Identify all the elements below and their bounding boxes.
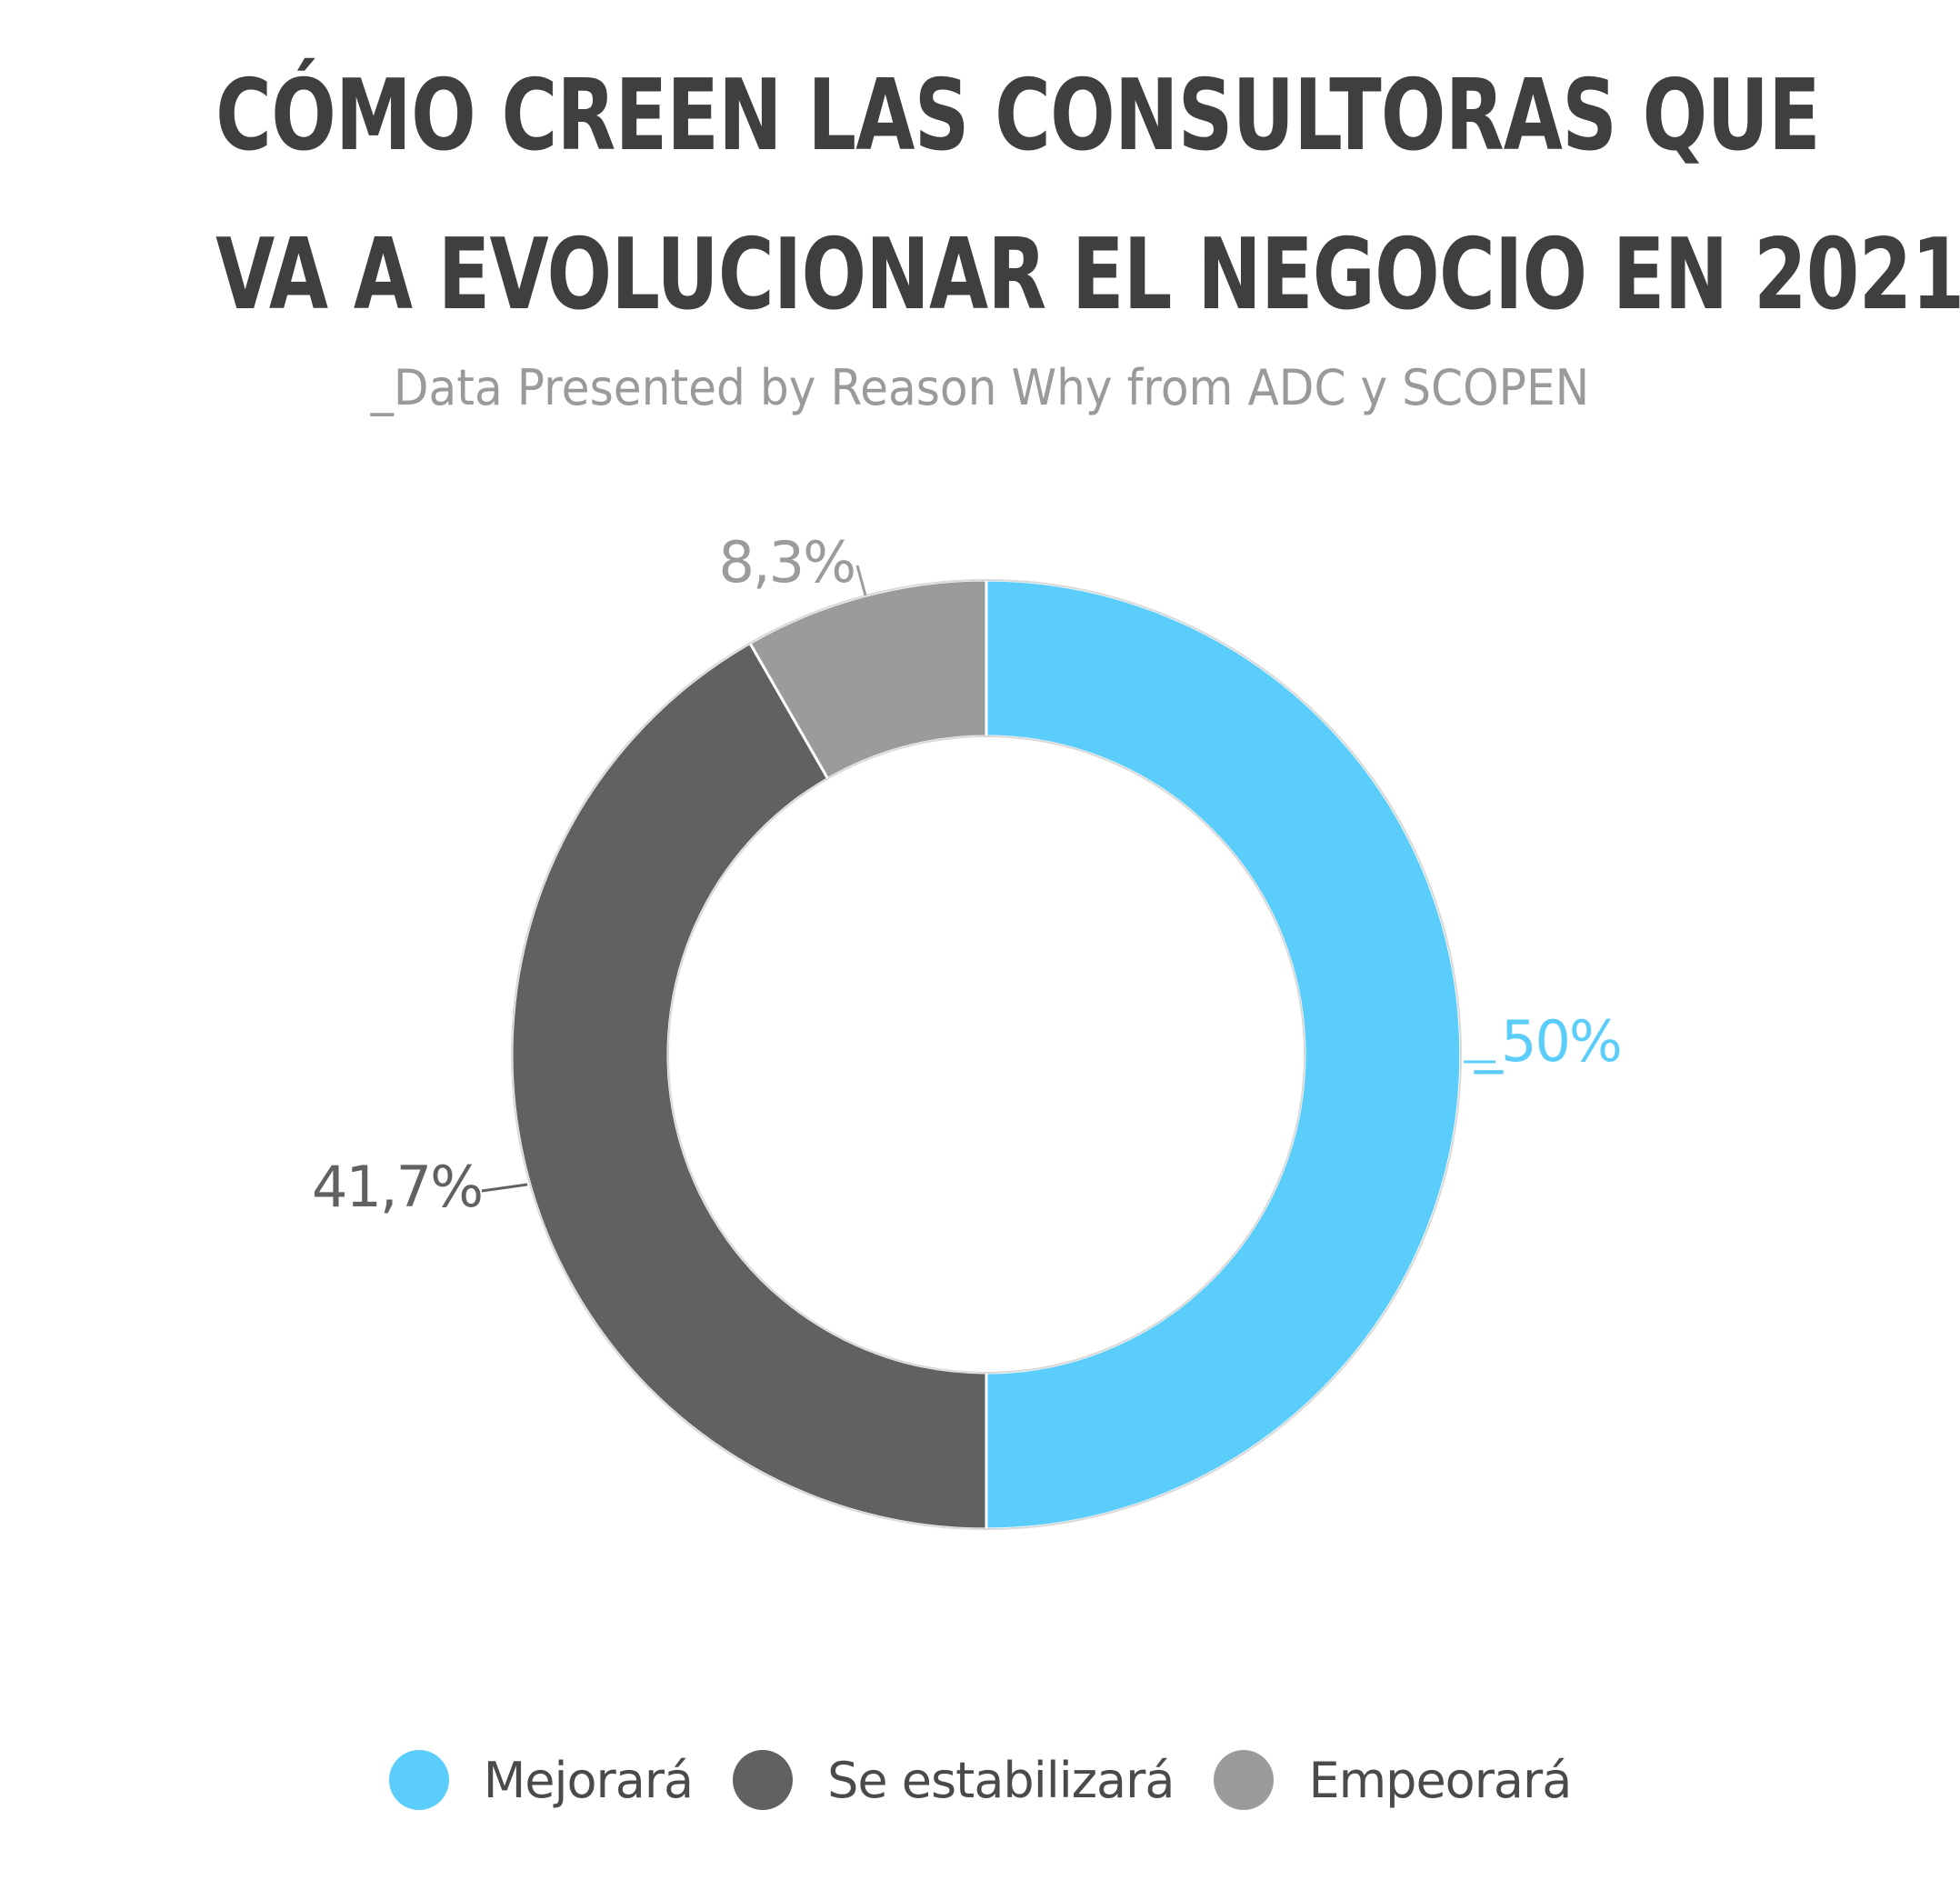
donut-slice-se-estabilizara: [510, 641, 988, 1531]
legend-label-mejorara: Mejorará: [483, 1751, 694, 1809]
chart-title: CÓMO CREEN LAS CONSULTORAS QUE VA A EVOL…: [215, 36, 1960, 355]
legend-item-empeorara: Empeorará: [1214, 1750, 1572, 1810]
data-label-empeorara: 8,3%: [718, 529, 855, 595]
donut-inner-edge: [667, 735, 1305, 1374]
legend-swatch-mejorara: [388, 1750, 449, 1810]
chart-subtitle: _Data Presented by Reason Why from ADC y…: [370, 359, 1590, 416]
chart-legend: Mejorará Se estabilizará Empeorará: [0, 1750, 1960, 1810]
chart-title-line-2: VA A EVOLUCIONAR EL NEGOCIO EN 2021: [215, 218, 1960, 332]
legend-swatch-empeorara: [1214, 1750, 1275, 1810]
chart-title-line-1: CÓMO CREEN LAS CONSULTORAS QUE: [215, 59, 1821, 173]
data-label-se-estabilizara: 41,7%: [312, 1154, 482, 1220]
legend-label-empeorara: Empeorará: [1308, 1751, 1572, 1809]
donut-outer-edge: [511, 579, 1462, 1530]
legend-item-mejorara: Mejorará: [388, 1750, 694, 1810]
donut-slice-mejorara: [985, 578, 1463, 1531]
data-label-mejorara: _50%: [1474, 1008, 1621, 1075]
legend-item-se-estabilizara: Se estabilizará: [733, 1750, 1175, 1810]
legend-swatch-se-estabilizara: [733, 1750, 794, 1810]
leader-line-empeorara: [855, 565, 867, 596]
legend-label-se-estabilizara: Se estabilizará: [827, 1751, 1175, 1809]
leader-line-se-estabilizara: [481, 1183, 528, 1193]
